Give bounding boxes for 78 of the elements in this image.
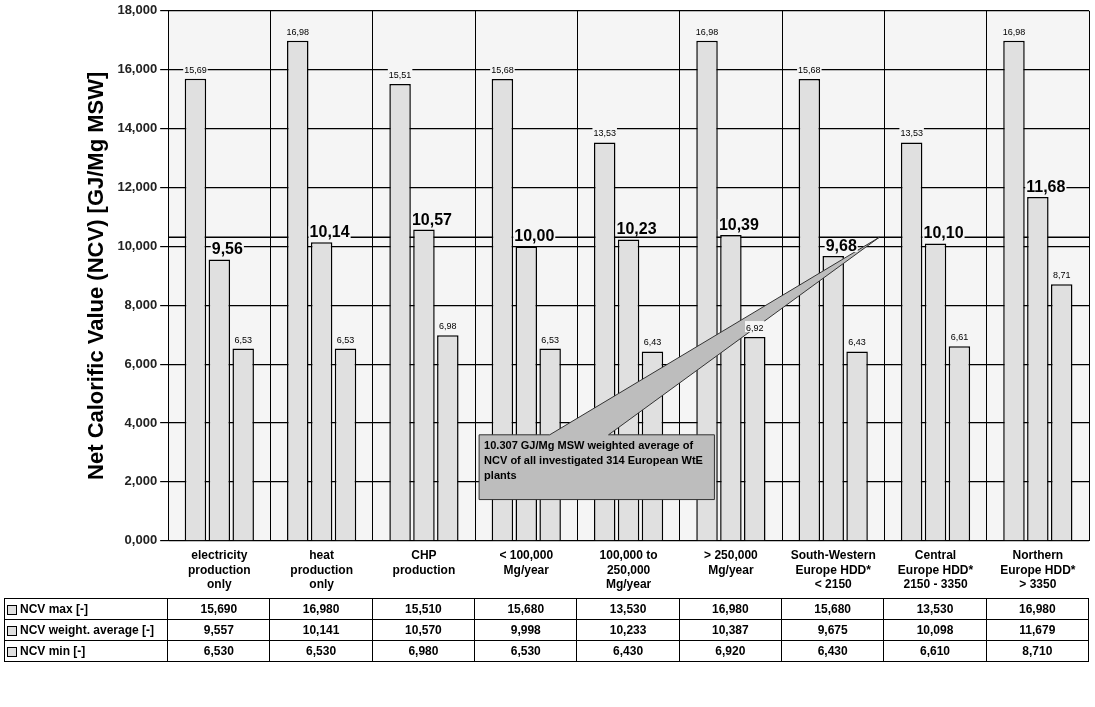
- x-tick-label: heat production only: [290, 548, 353, 592]
- data-label: 10,570: [372, 619, 475, 641]
- data-label: 16,980: [679, 598, 782, 620]
- annotation: 10.307 GJ/Mg MSW weighted average of NCV of all investigated 314 European WtE plants: [484, 439, 703, 482]
- annotation: 16,98: [695, 26, 719, 37]
- annotation: 9,68: [825, 236, 857, 254]
- data-label: 6,530: [167, 640, 270, 662]
- legend-label: NCV max [-]: [4, 598, 168, 620]
- annotation: 11,68: [1026, 177, 1066, 195]
- data-label: 16,980: [986, 598, 1089, 620]
- y-tick-label: 12,000: [117, 179, 158, 195]
- annotation: 10,39: [718, 215, 760, 233]
- data-label: 15,690: [167, 598, 270, 620]
- x-tick-label: Northern Europe HDD* > 3350: [1000, 548, 1076, 592]
- annotation: 6,98: [439, 321, 457, 332]
- annotation: 15,68: [491, 65, 514, 76]
- x-tick-label: < 100,000 Mg/year: [499, 548, 554, 577]
- y-tick-label: 18,000: [117, 2, 158, 18]
- y-tick-label: 16,000: [117, 61, 158, 77]
- data-label: 10,387: [679, 619, 782, 641]
- annotation: 6,43: [848, 337, 866, 348]
- annotation: 9,56: [211, 240, 243, 258]
- data-label: 6,610: [883, 640, 987, 662]
- x-tick-label: CHP production: [392, 548, 456, 577]
- data-label: 6,530: [474, 640, 577, 662]
- x-tick-label: South-Western Europe HDD* < 2150: [790, 548, 876, 592]
- data-label: 15,680: [474, 598, 577, 620]
- y-tick-label: 4,000: [124, 414, 158, 430]
- y-axis-title: Net Calorific Value (NCV) [GJ/Mg MSW]: [83, 71, 109, 480]
- legend-label: NCV weight. average [-]: [4, 619, 168, 641]
- annotation: 13,53: [900, 128, 923, 139]
- data-label: 10,098: [883, 619, 987, 641]
- data-label: 10,233: [576, 619, 680, 641]
- annotation: 15,51: [388, 70, 412, 81]
- y-tick-label: 8,000: [124, 296, 158, 312]
- annotation: 16,98: [1002, 26, 1026, 37]
- data-label: 13,530: [883, 598, 987, 620]
- data-label: 6,430: [576, 640, 680, 662]
- annotation: 8,71: [1052, 270, 1071, 281]
- data-label: 13,530: [576, 598, 680, 620]
- y-tick-label: 10,000: [117, 237, 158, 253]
- annotation: 10,10: [923, 224, 964, 242]
- annotation: 10,14: [309, 223, 350, 241]
- annotation: 6,53: [336, 334, 355, 345]
- y-tick-label: 0,000: [124, 532, 158, 548]
- annotation: 15,68: [798, 65, 821, 76]
- annotation: 15,69: [184, 64, 207, 75]
- x-tick-label: Central Europe HDD* 2150 - 3350: [897, 548, 974, 592]
- data-label: 10,141: [269, 619, 373, 641]
- annotation: 13,53: [593, 128, 616, 139]
- annotation: 16,98: [286, 26, 310, 37]
- y-tick-label: 6,000: [124, 355, 158, 371]
- annotation: 6,92: [746, 323, 764, 334]
- y-tick-label: 14,000: [117, 120, 158, 136]
- annotation: 10,00: [514, 227, 555, 245]
- x-tick-label: 100,000 to 250,000 Mg/year: [599, 548, 658, 592]
- x-tick-label: > 250,000 Mg/year: [704, 548, 759, 577]
- data-label: 6,920: [679, 640, 782, 662]
- legend-label: NCV min [-]: [4, 640, 168, 662]
- annotation: 6,53: [541, 334, 559, 345]
- data-label: 6,430: [781, 640, 884, 662]
- x-tick-label: electricity production only: [187, 548, 251, 592]
- annotation: 6,43: [643, 337, 662, 348]
- annotation: 6,61: [950, 332, 969, 343]
- annotation: 10,57: [411, 210, 453, 228]
- data-label: 8,710: [986, 640, 1089, 662]
- data-label: 9,557: [167, 619, 270, 641]
- y-tick-label: 2,000: [124, 473, 158, 489]
- data-label: 9,998: [474, 619, 577, 641]
- data-label: 16,980: [269, 598, 373, 620]
- data-label: 11,679: [986, 619, 1089, 641]
- data-label: 15,680: [781, 598, 884, 620]
- data-label: 6,530: [269, 640, 373, 662]
- data-label: 15,510: [372, 598, 475, 620]
- annotation: 10,23: [616, 220, 657, 238]
- data-label: 6,980: [372, 640, 475, 662]
- data-label: 9,675: [781, 619, 884, 641]
- annotation: 6,53: [234, 334, 252, 345]
